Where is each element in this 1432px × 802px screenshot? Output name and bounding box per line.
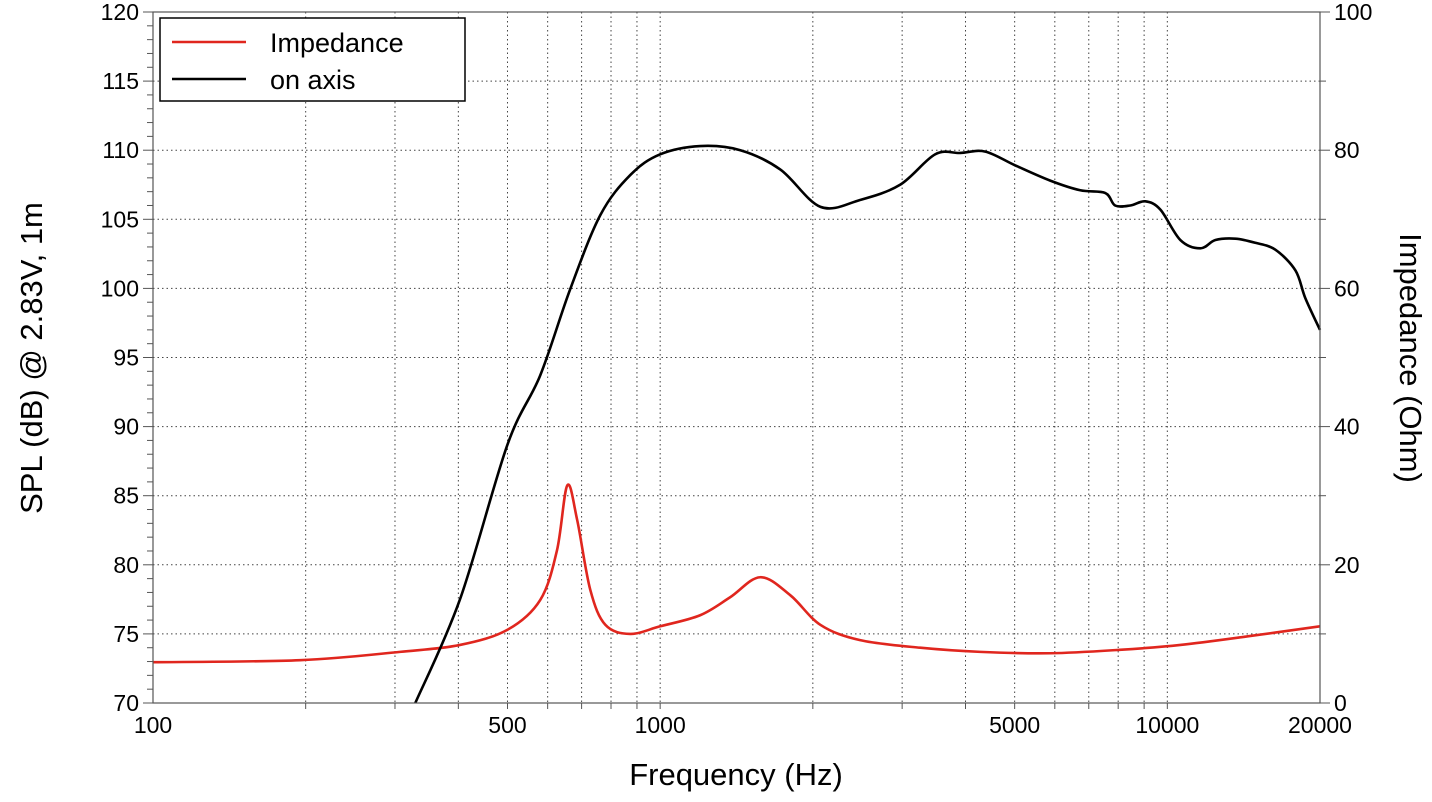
x-tick-label: 5000	[989, 712, 1040, 738]
y-tick-label: 80	[113, 552, 139, 578]
y2-tick-label: 60	[1334, 275, 1360, 301]
y-tick-label: 95	[113, 345, 139, 371]
legend-box	[159, 17, 466, 102]
y-tick-label: 115	[102, 68, 139, 94]
series-line-on-axis	[414, 144, 1322, 704]
x-tick-label: 10000	[1135, 712, 1199, 738]
y-tick-label: 110	[102, 137, 139, 163]
x-tick-label: 100	[134, 712, 172, 738]
y2-tick-label: 80	[1334, 137, 1360, 163]
x-tick-label: 20000	[1288, 712, 1352, 738]
axis-ticks: 70 75 80 85 90 95 100 105 110 115 120 0 20 40 60 80 100 1…	[101, 0, 1373, 738]
y-tick-label: 90	[113, 414, 139, 440]
y2-tick-label: 0	[1334, 690, 1347, 716]
plot-frame	[152, 11, 1321, 704]
y2-tick-label: 20	[1334, 552, 1360, 578]
y-tick-label: 100	[101, 275, 139, 301]
legend-label-on-axis: on axis	[270, 65, 356, 95]
x-axis-label: Frequency (Hz)	[629, 757, 843, 792]
series-lines	[152, 144, 1322, 704]
series-line-impedance	[152, 483, 1321, 664]
grid	[153, 12, 1320, 703]
x-tick-label: 1000	[635, 712, 686, 738]
y-tick-label: 70	[113, 690, 139, 716]
y2-tick-label: 100	[1334, 0, 1372, 25]
y-tick-label: 105	[101, 206, 139, 232]
y-tick-label: 75	[113, 621, 139, 647]
y2-tick-label: 40	[1334, 414, 1360, 440]
y-axis-label: SPL (dB) @ 2.83V, 1m	[14, 202, 49, 514]
legend-label-impedance: Impedance	[270, 28, 404, 58]
y-tick-label: 120	[101, 0, 139, 25]
x-tick-label: 500	[488, 712, 526, 738]
y-tick-label: 85	[113, 483, 139, 509]
legend: Impedance on axis	[159, 17, 466, 102]
y2-axis-label: Impedance (Ohm)	[1393, 233, 1428, 483]
